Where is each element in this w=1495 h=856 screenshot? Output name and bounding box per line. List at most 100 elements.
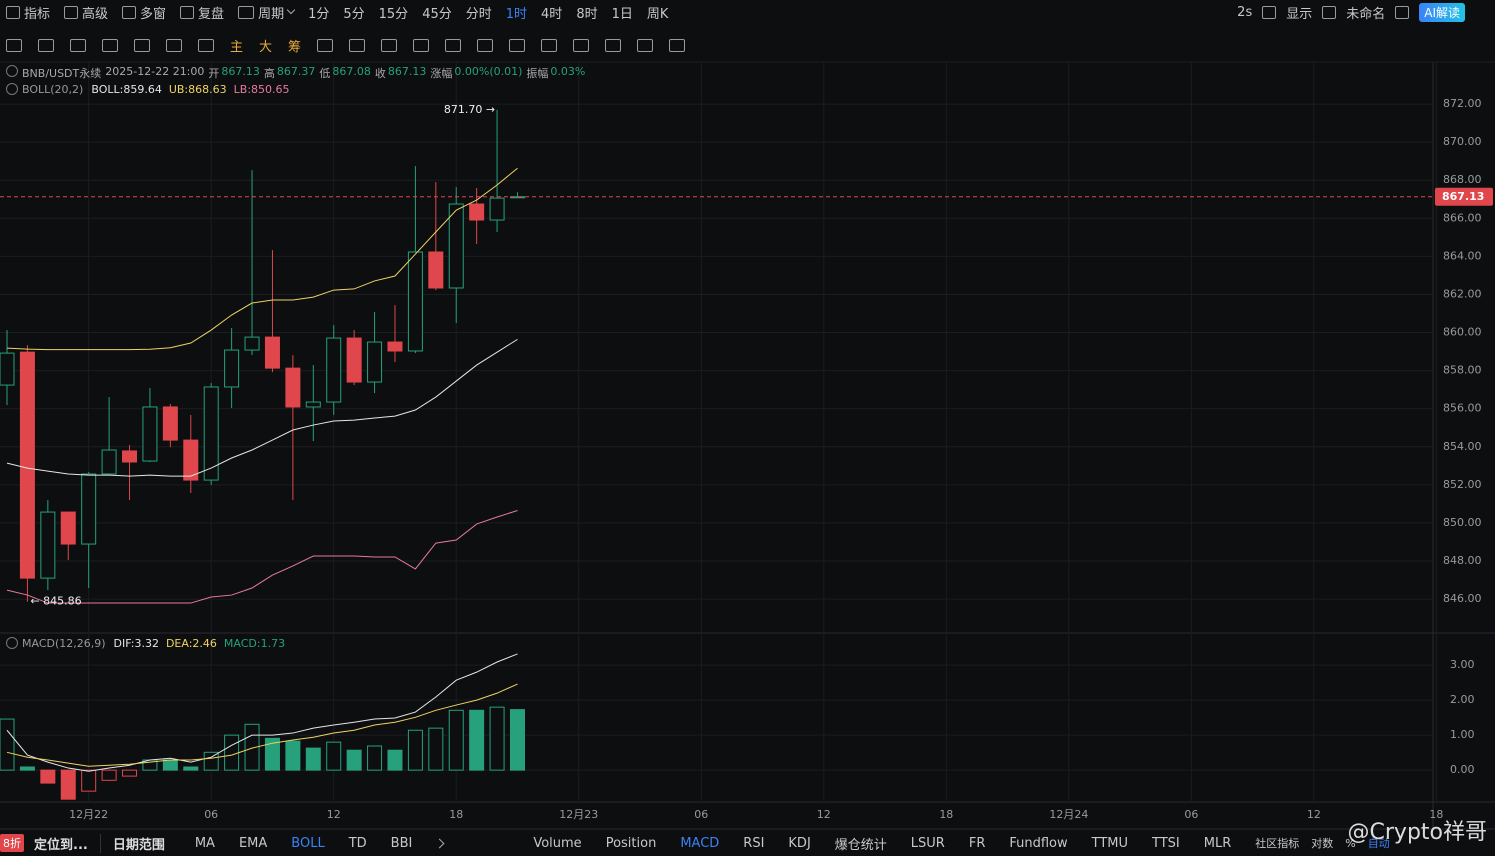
candle-body (285, 367, 301, 408)
indicator-tab[interactable]: FR (968, 835, 986, 851)
legend-name: DIF: (113, 637, 135, 650)
y-tick-label: 3.00 (1450, 658, 1475, 671)
macd-bar (162, 759, 178, 771)
indicator-tab[interactable]: TTSI (1152, 835, 1180, 851)
macd-bar (81, 769, 97, 792)
candle-body (510, 196, 525, 199)
indicator-tab[interactable]: BOLL (291, 835, 325, 851)
tool-label[interactable]: 主 (230, 39, 244, 55)
icon (238, 5, 255, 19)
indicator-tab[interactable]: MA (194, 835, 215, 851)
indicator-tab[interactable]: Volume (533, 835, 582, 851)
info-bar: BNB/USDT永续 2025-12-22 21:00 开 867.13 高 867.37… (6, 65, 585, 81)
icon (317, 38, 334, 52)
y-tick-label: 870.00 (1443, 135, 1482, 148)
y-tick-label: 864.00 (1443, 249, 1482, 262)
button[interactable]: 定位到... (34, 833, 101, 853)
menu-item[interactable]: 周期 (258, 6, 285, 22)
info-value: 867.08 (332, 65, 371, 78)
timeframe[interactable]: 15分 (378, 6, 409, 22)
timeframe[interactable]: 5分 (343, 6, 365, 22)
legend-value: 868.63 (188, 83, 227, 96)
info-value: 867.13 (387, 65, 427, 78)
info-value: 867.37 (276, 65, 316, 78)
macd-bar (40, 769, 56, 784)
timeframe[interactable]: 4时 (541, 6, 563, 22)
indicator-tab[interactable]: MLR (1203, 835, 1232, 851)
icon (38, 38, 54, 52)
menu-item[interactable]: 多窗 (140, 6, 167, 22)
indicator-tab[interactable]: Fundflow (1009, 835, 1068, 851)
icon (198, 38, 214, 52)
indicator-tab[interactable]: LSUR (910, 835, 945, 851)
info-label: 涨幅 (430, 67, 453, 80)
boll-line (6, 167, 518, 351)
info-label: 开 (208, 67, 220, 80)
macd-bar (183, 766, 199, 771)
timeframe[interactable]: 1时 (505, 6, 528, 22)
timeframe[interactable]: 1日 (611, 6, 633, 22)
tool-label[interactable]: 筹 (288, 39, 302, 55)
candle-body (60, 511, 76, 545)
timeframe[interactable]: 8时 (576, 6, 598, 22)
candle-body (0, 352, 15, 386)
candle-body (203, 386, 219, 481)
icon (134, 38, 150, 52)
macd-line (6, 683, 518, 767)
indicator-tab[interactable]: TD (348, 835, 367, 851)
icon (381, 38, 398, 52)
macd-bar (387, 749, 403, 771)
indicator-tab[interactable]: RSI (743, 835, 765, 851)
legend-name: LB: (233, 83, 252, 96)
ai-button[interactable]: AI解读 (1419, 2, 1465, 22)
candle-body (183, 439, 199, 481)
info-value: 0.03% (550, 65, 586, 78)
indicator-tab[interactable]: EMA (238, 835, 268, 851)
timeframe[interactable]: 周K (646, 6, 669, 22)
toggle-icon (6, 65, 18, 77)
timeframe[interactable]: 1分 (308, 6, 330, 22)
menu-item[interactable]: 2s (1237, 4, 1253, 20)
indicator-tab[interactable]: BBI (390, 835, 413, 851)
timeframe[interactable]: 45分 (422, 6, 452, 22)
icon (637, 38, 654, 52)
button[interactable]: 日期范围 (112, 837, 165, 853)
candle-body (19, 351, 35, 579)
indicator-tab[interactable]: KDJ (788, 835, 811, 851)
timeframe[interactable]: 分时 (465, 6, 492, 22)
candle-body (407, 251, 423, 352)
macd-bar (489, 706, 505, 771)
legend-value: 850.65 (251, 83, 290, 96)
option[interactable]: 社区指标 (1255, 837, 1300, 850)
boll-legend: BOLL(20,2) BOLL: 859.64 UB: 868.63 LB: 850.65 (6, 83, 293, 96)
macd-bar (305, 747, 321, 771)
menu-item[interactable]: 指标 (24, 6, 51, 22)
indicator-tab[interactable]: TTMU (1091, 835, 1129, 851)
x-tick-label: 06 (694, 808, 708, 821)
candle-body (469, 203, 485, 221)
tool-label[interactable]: 大 (259, 39, 273, 55)
symbol: BNB/USDT永续 (22, 67, 102, 80)
info-label: 高 (263, 67, 275, 80)
macd-bar (346, 749, 362, 771)
menu-item[interactable]: 显示 (1286, 6, 1313, 22)
menu-item[interactable]: 复盘 (198, 6, 225, 22)
time: 2025-12-22 21:00 (105, 65, 205, 78)
icon (1395, 5, 1410, 19)
boll-line (6, 338, 518, 477)
indicator-tab[interactable]: 爆仓统计 (834, 837, 887, 853)
indicator-tab[interactable]: Position (605, 835, 657, 851)
y-tick-label: 0.00 (1450, 763, 1475, 776)
menu-item[interactable]: 未命名 (1346, 6, 1386, 22)
x-tick-label: 18 (1429, 808, 1443, 821)
y-tick-label: 854.00 (1443, 440, 1482, 453)
y-tick-label: 1.00 (1450, 728, 1475, 741)
option[interactable]: % (1345, 836, 1356, 850)
option[interactable]: 自动 (1367, 837, 1390, 850)
indicator-tab[interactable]: MACD (680, 835, 720, 851)
macd-bar (122, 769, 138, 777)
option[interactable]: 对数 (1311, 837, 1334, 850)
menu-item[interactable]: 高级 (82, 6, 109, 22)
info-label: 收 (374, 67, 386, 80)
